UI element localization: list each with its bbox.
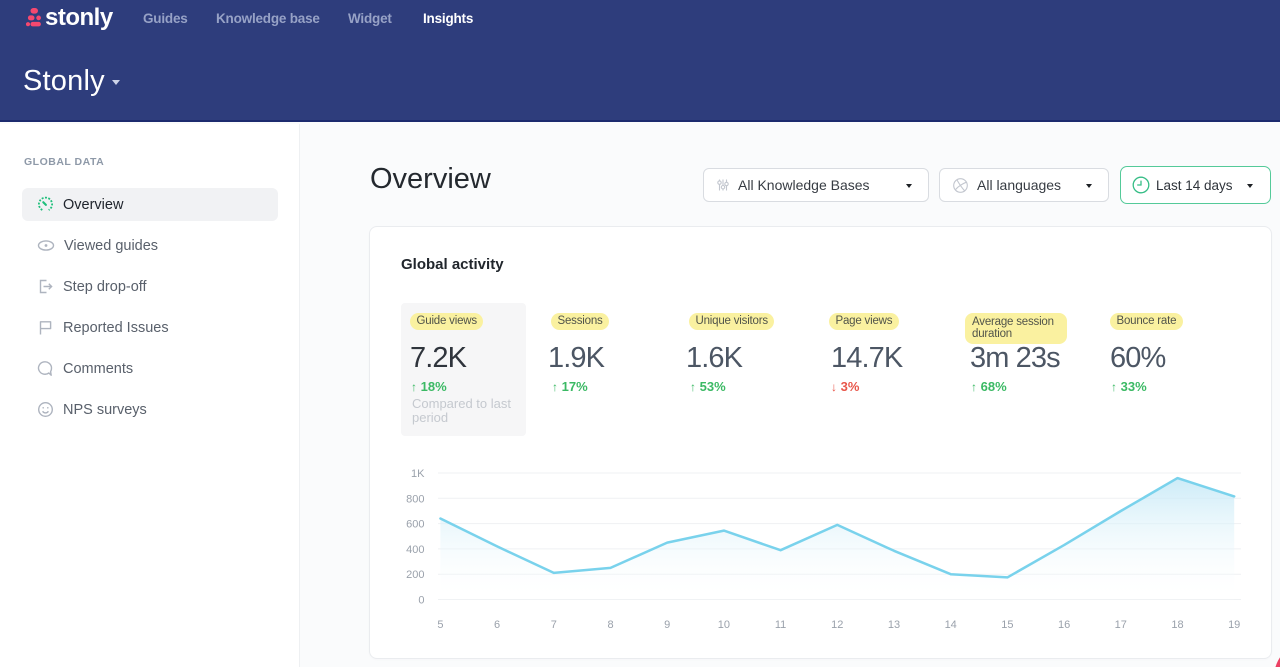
svg-text:5: 5 <box>437 619 443 631</box>
svg-text:9: 9 <box>664 619 670 631</box>
svg-text:19: 19 <box>1228 619 1240 631</box>
svg-text:0: 0 <box>418 595 424 607</box>
svg-text:10: 10 <box>718 619 730 631</box>
svg-text:200: 200 <box>406 569 424 581</box>
svg-text:18: 18 <box>1171 619 1183 631</box>
svg-text:6: 6 <box>494 619 500 631</box>
svg-text:17: 17 <box>1115 619 1127 631</box>
svg-text:15: 15 <box>1001 619 1013 631</box>
svg-text:600: 600 <box>406 519 424 531</box>
svg-text:16: 16 <box>1058 619 1070 631</box>
svg-text:12: 12 <box>831 619 843 631</box>
svg-text:11: 11 <box>775 619 786 631</box>
svg-text:400: 400 <box>406 544 424 556</box>
svg-text:7: 7 <box>551 619 557 631</box>
svg-text:13: 13 <box>888 619 900 631</box>
svg-text:800: 800 <box>406 493 424 505</box>
svg-text:1K: 1K <box>411 468 425 480</box>
svg-text:14: 14 <box>945 619 957 631</box>
svg-text:8: 8 <box>607 619 613 631</box>
